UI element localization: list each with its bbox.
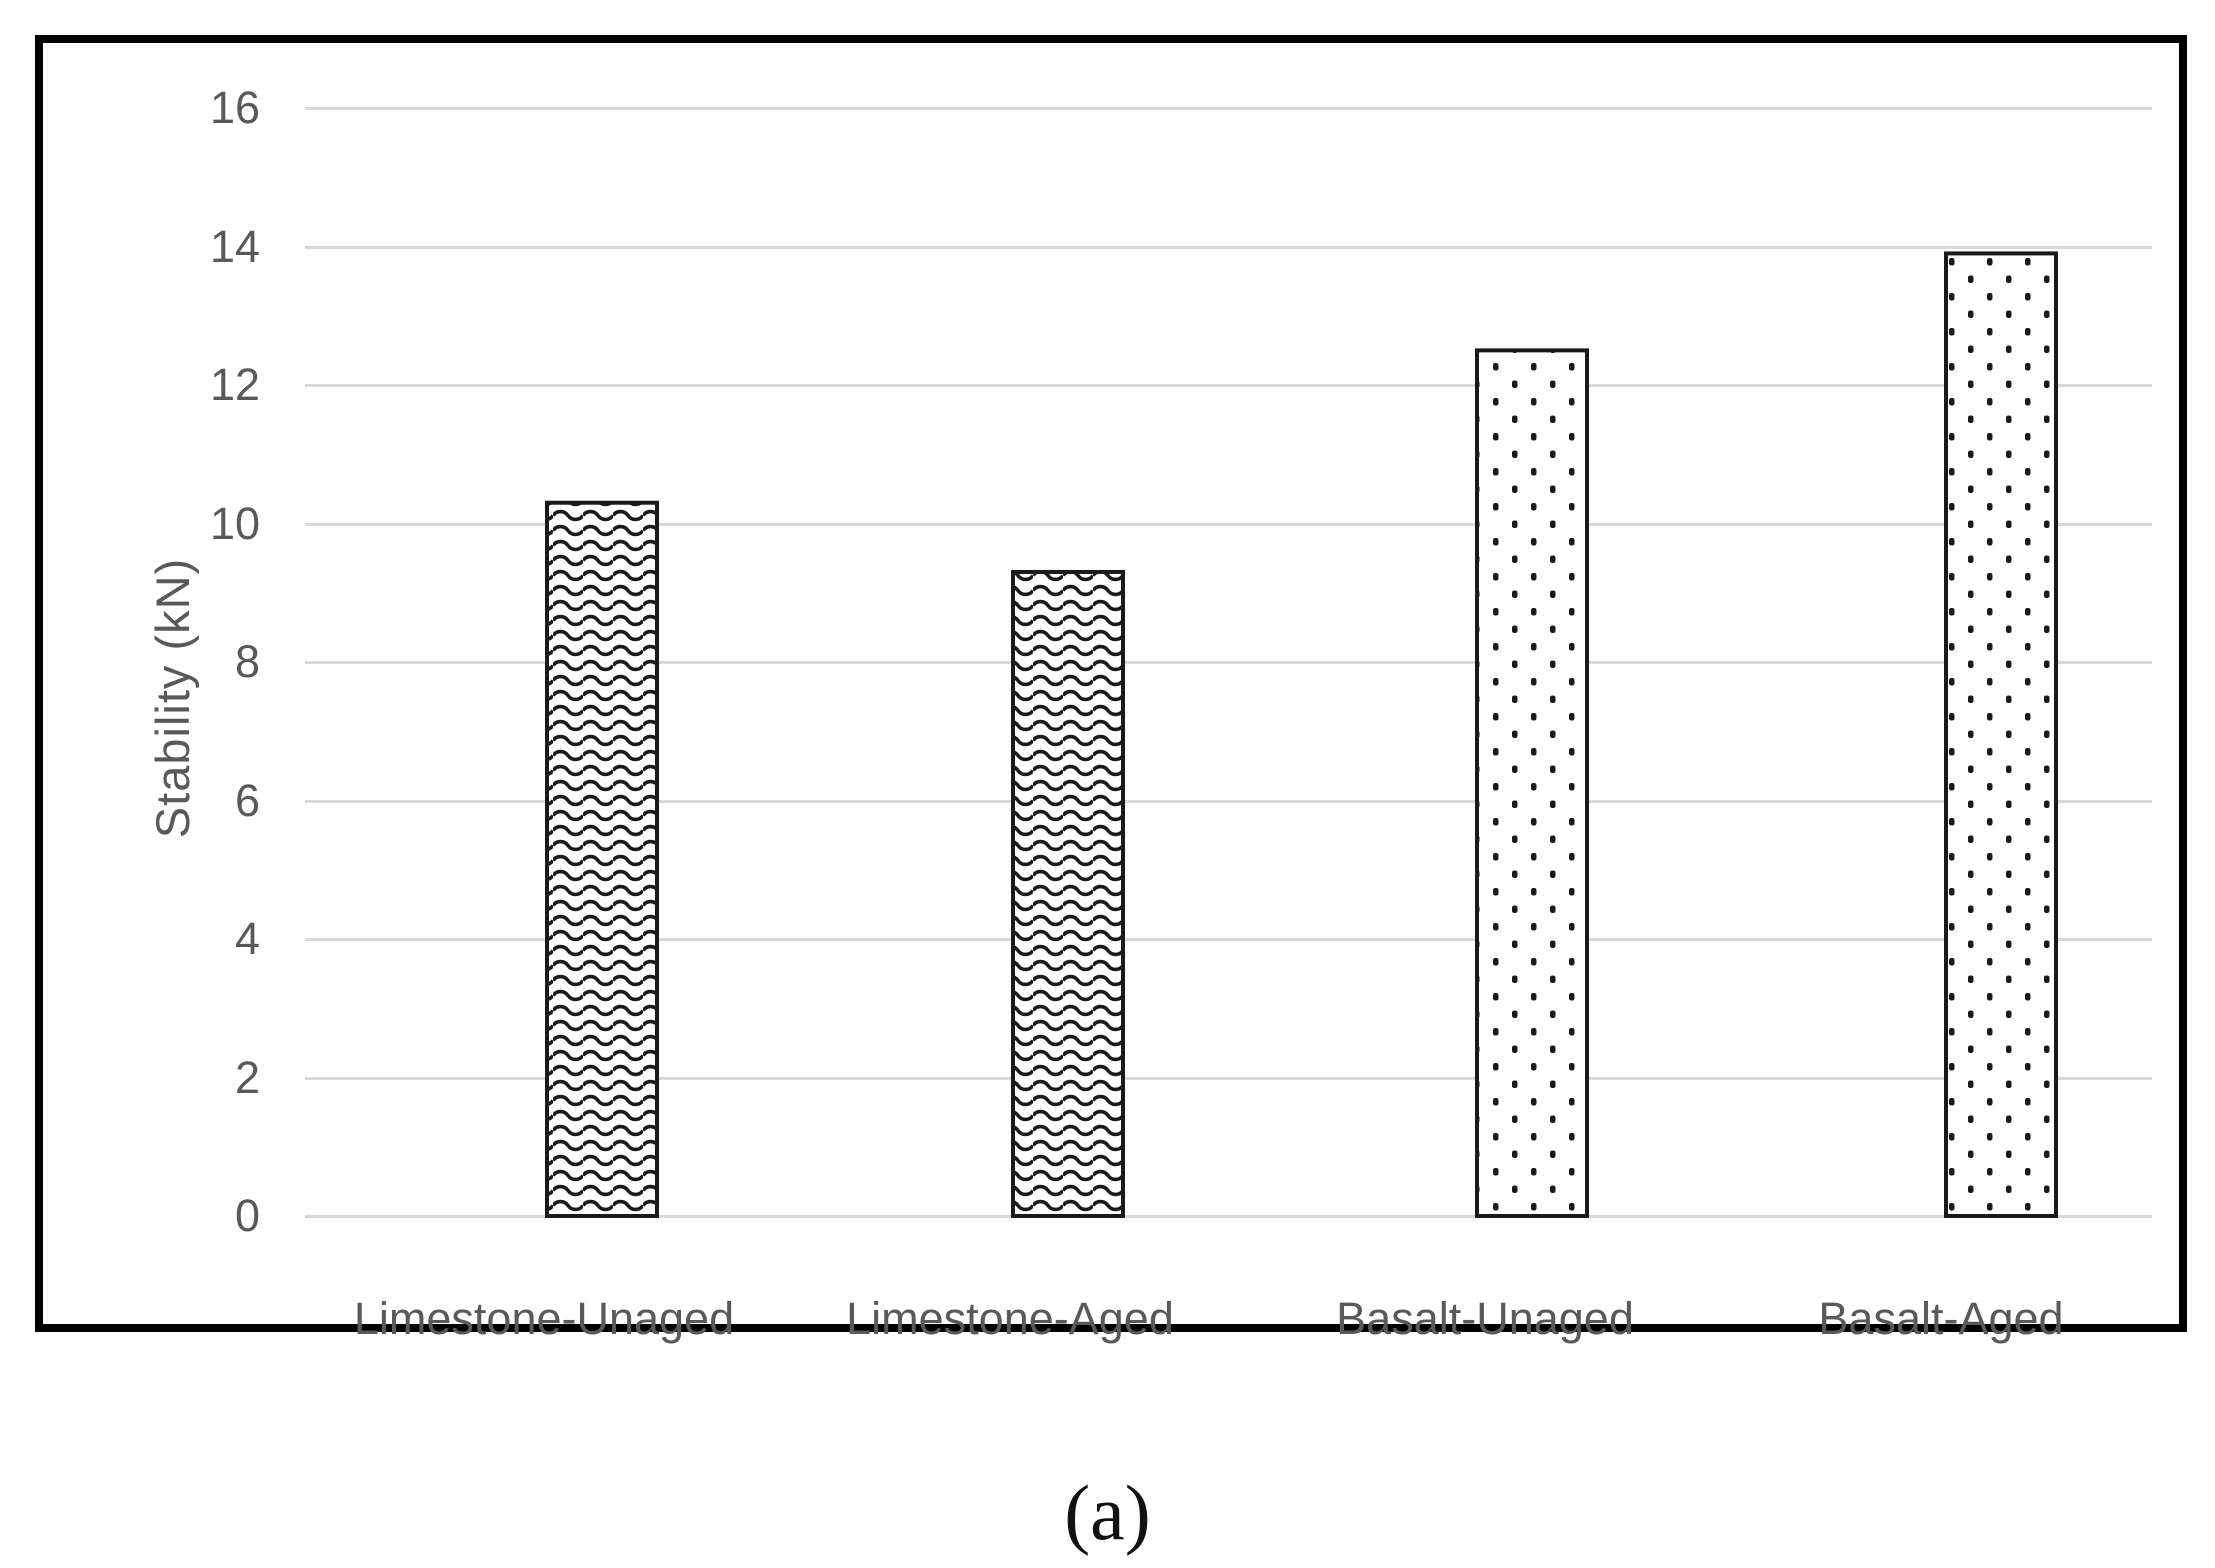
gridline-y-8 xyxy=(305,661,2152,664)
chart-frame: 0 2 4 6 8 10 12 14 16 Limestone-Unaged Limestone-… xyxy=(35,35,2187,1344)
gridline-y-10 xyxy=(305,522,2152,526)
bar-limestone-aged xyxy=(1011,569,1125,1218)
y-axis-title: Stability (kN) xyxy=(146,557,199,839)
x-category-label: Limestone-Unaged xyxy=(353,1293,735,1344)
gridline-y-14 xyxy=(305,245,2152,249)
y-tick-label: 10 xyxy=(209,497,260,549)
y-tick-label: 12 xyxy=(209,359,260,410)
y-tick-label: 0 xyxy=(234,1190,260,1241)
gridline-y-12 xyxy=(305,384,2152,387)
x-category-label: Basalt-Aged xyxy=(1818,1293,2064,1344)
bar-basalt-aged xyxy=(1944,251,2058,1219)
figure-caption: (a) xyxy=(1064,1469,1151,1556)
gridline-y-16 xyxy=(305,107,2152,110)
y-tick-label: 4 xyxy=(234,913,260,964)
gridline-y-2 xyxy=(305,1076,2152,1080)
x-category-label: Basalt-Unaged xyxy=(1336,1293,1634,1344)
bar-basalt-unaged xyxy=(1475,348,1589,1218)
gridline-y-0 xyxy=(305,1215,2152,1218)
y-tick-label: 14 xyxy=(209,220,260,272)
gridline-y-6 xyxy=(305,799,2152,803)
bars-group xyxy=(545,251,2058,1219)
x-category-label: Limestone-Aged xyxy=(846,1293,1174,1344)
bar-limestone-unaged xyxy=(545,500,659,1219)
y-tick-label: 8 xyxy=(234,636,260,687)
gridline-y-4 xyxy=(305,938,2152,941)
bars-plot xyxy=(545,251,2058,1219)
y-tick-label: 16 xyxy=(209,82,260,133)
y-tick-label: 6 xyxy=(234,774,260,826)
y-tick-label: 2 xyxy=(234,1051,260,1103)
